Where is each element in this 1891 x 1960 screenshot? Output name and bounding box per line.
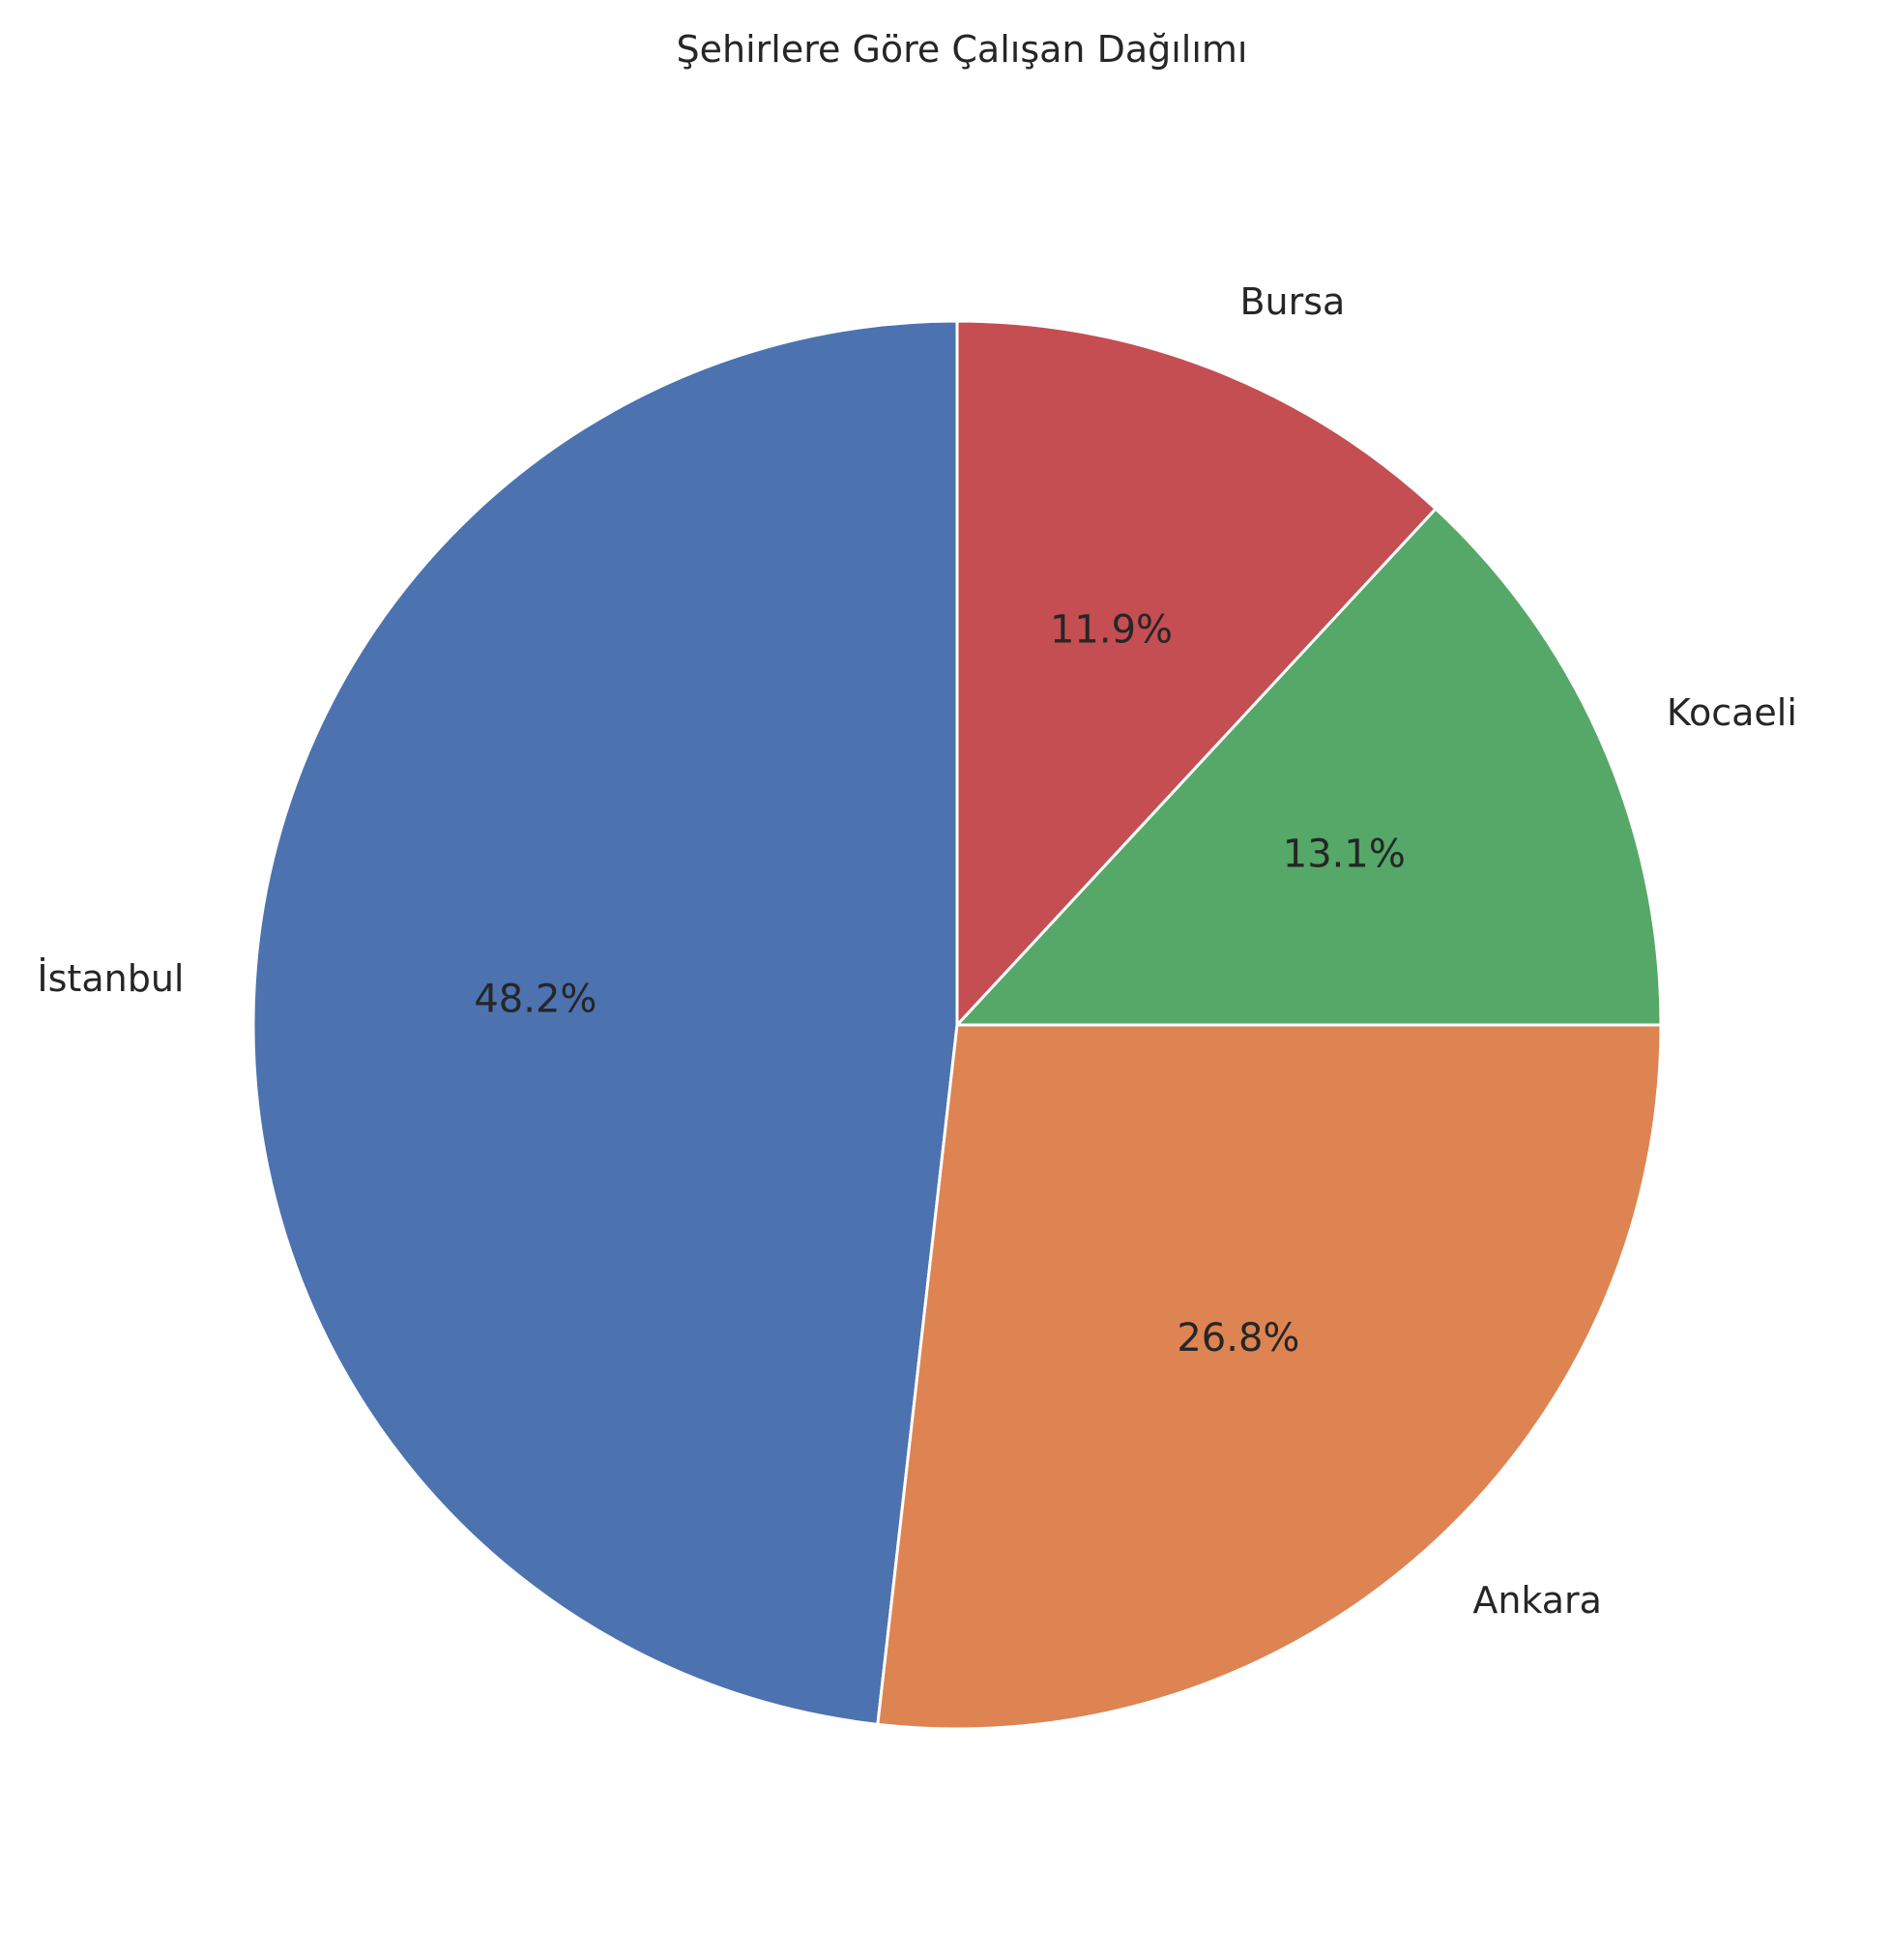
pie-slice-bursa: [955, 319, 1438, 1027]
pct-label-bursa: 11.9%: [1050, 607, 1173, 652]
pct-label-ankara: 26.8%: [1177, 1316, 1299, 1360]
pie-slice-i-stanbul: [251, 319, 959, 1726]
pie-slice-ankara: [876, 1023, 1663, 1731]
slice-label-kocaeli: Kocaeli: [1667, 691, 1797, 734]
slice-label-ankara: Ankara: [1472, 1579, 1602, 1622]
pie-slices: [251, 319, 1663, 1731]
pct-label-kocaeli: 13.1%: [1283, 832, 1406, 876]
slice-label-i-stanbul: İstanbul: [37, 957, 184, 1000]
pct-label-i-stanbul: 48.2%: [474, 977, 596, 1021]
chart-title: Şehirlere Göre Çalışan Dağılımı: [677, 28, 1248, 71]
slice-label-bursa: Bursa: [1239, 280, 1345, 323]
pie-slice-kocaeli: [955, 507, 1663, 1027]
pie-labels: İstanbul 48.2% Ankara 26.8% Kocaeli 13.1% Burs…: [37, 280, 1796, 1622]
